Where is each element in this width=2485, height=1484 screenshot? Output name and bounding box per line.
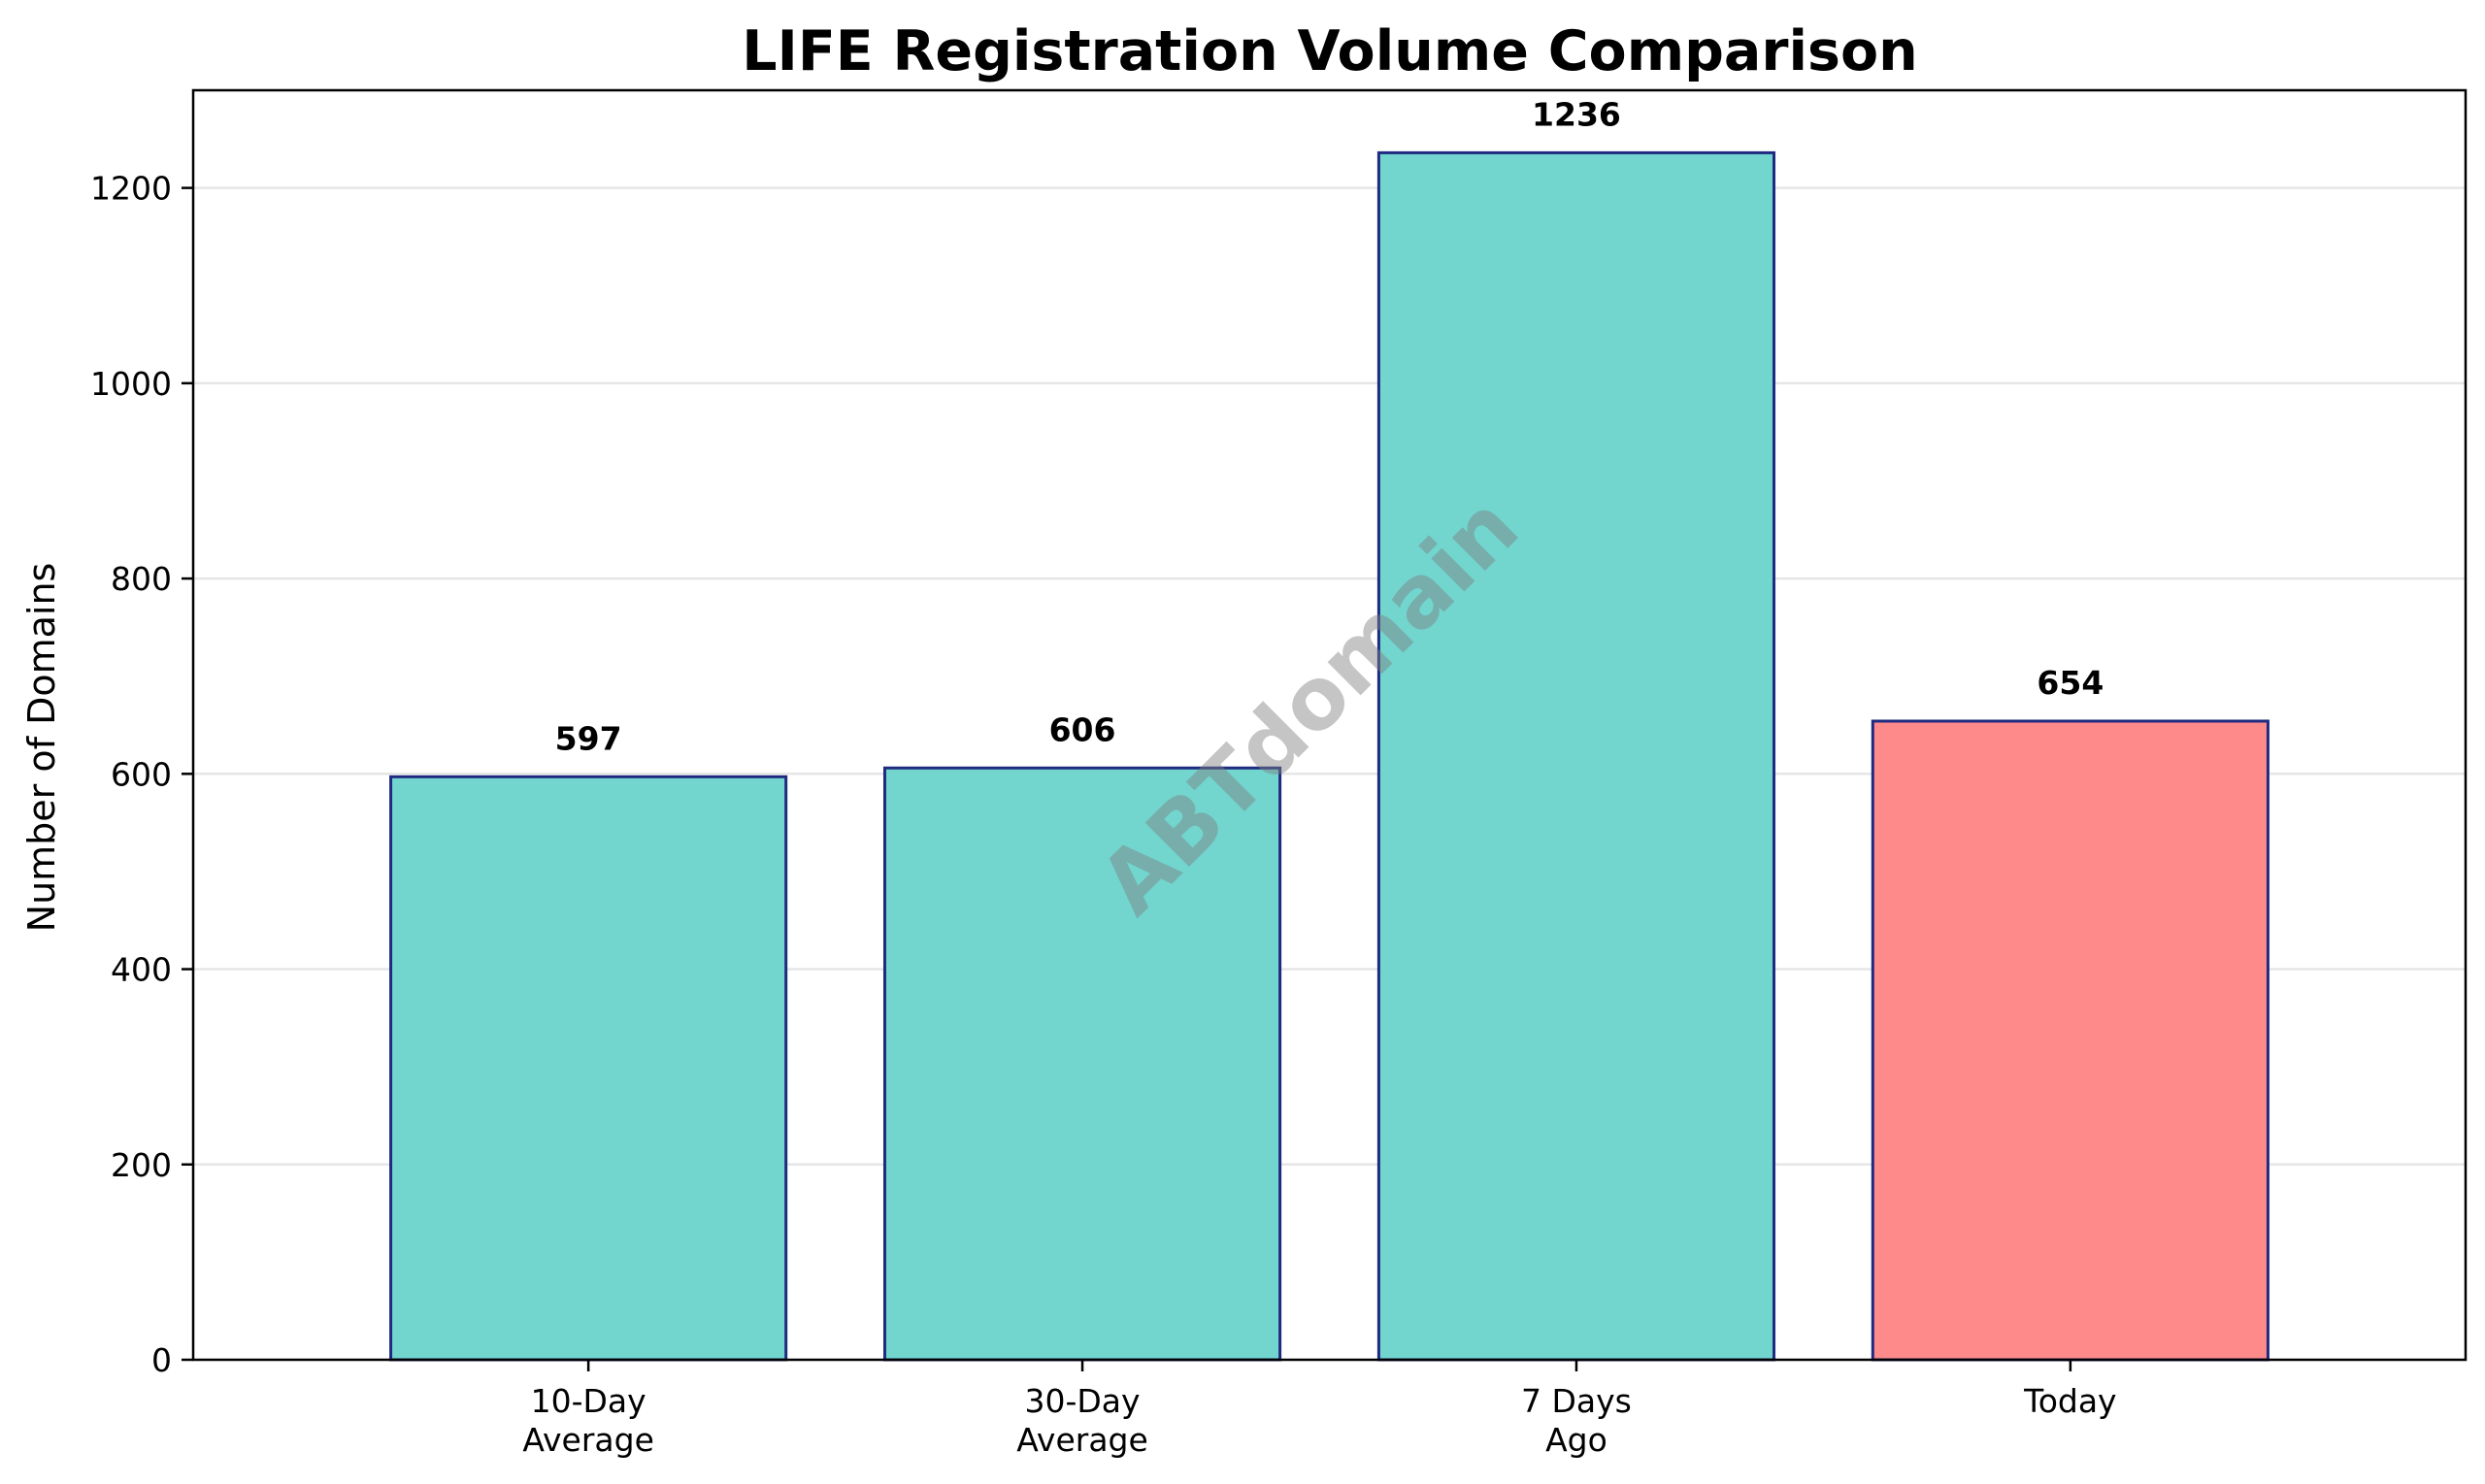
bar bbox=[1871, 719, 2270, 1362]
data-labels: 597 606 1236 654 bbox=[555, 95, 2104, 757]
bar-value-label: 597 bbox=[555, 719, 622, 757]
y-tick-label: 800 bbox=[111, 560, 172, 598]
y-tick-label: 200 bbox=[111, 1146, 172, 1184]
y-tick-label: 0 bbox=[151, 1341, 172, 1379]
chart-title: LIFE Registration Volume Comparison bbox=[742, 19, 1917, 83]
y-tick-label: 600 bbox=[111, 755, 172, 793]
bar bbox=[389, 775, 788, 1362]
bar-value-label: 654 bbox=[2037, 664, 2104, 702]
y-axis-label: Number of Domains bbox=[20, 563, 63, 933]
bar-value-label: 606 bbox=[1049, 710, 1116, 748]
y-tick-label: 400 bbox=[111, 951, 172, 989]
y-tick-label: 1000 bbox=[90, 365, 172, 403]
bars bbox=[389, 150, 2270, 1362]
plot-frame bbox=[191, 88, 2468, 1362]
y-tick-label: 1200 bbox=[90, 170, 172, 208]
x-tick-label: 30-Day Average bbox=[1016, 1382, 1148, 1459]
bar bbox=[1376, 150, 1776, 1362]
x-tick-label: 10-Day Average bbox=[522, 1382, 654, 1459]
x-tick-label: Today bbox=[2023, 1382, 2116, 1420]
bar-value-label: 1236 bbox=[1532, 95, 1621, 133]
x-tick-label: 7 Days Ago bbox=[1521, 1382, 1632, 1459]
axes: 10-Day Average 30-Day Average 7 Days Ago Today… bbox=[90, 88, 2468, 1459]
